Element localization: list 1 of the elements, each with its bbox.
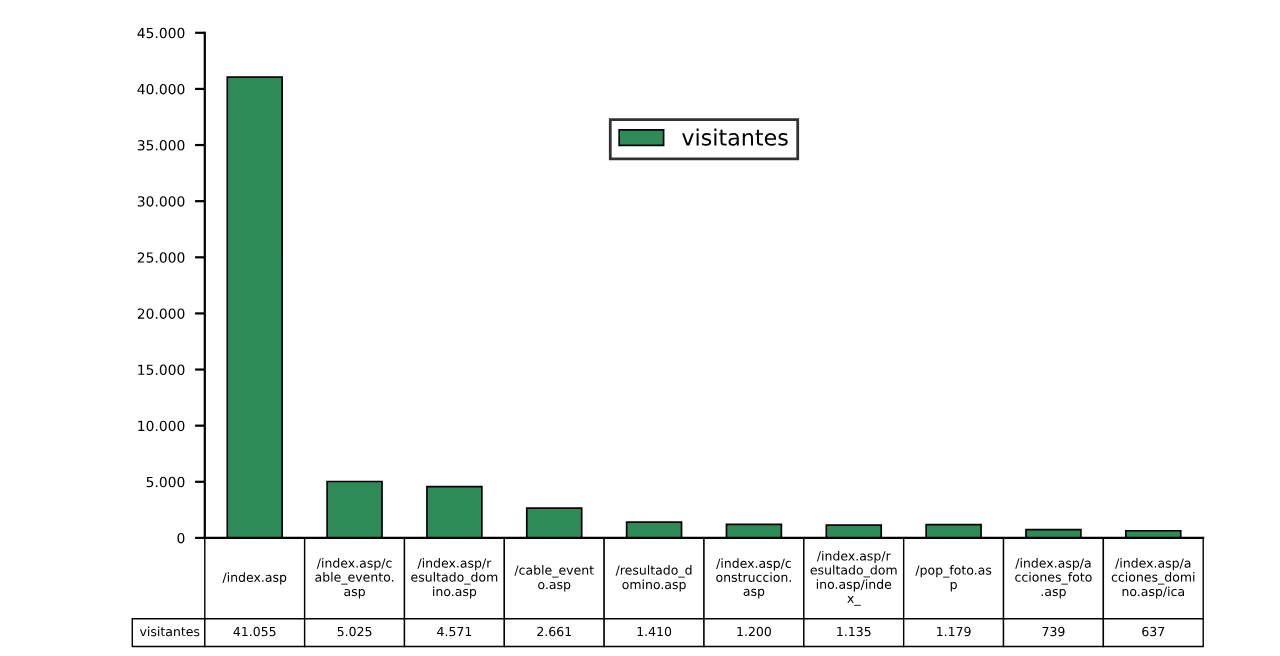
legend-label: visitantes — [682, 128, 788, 146]
